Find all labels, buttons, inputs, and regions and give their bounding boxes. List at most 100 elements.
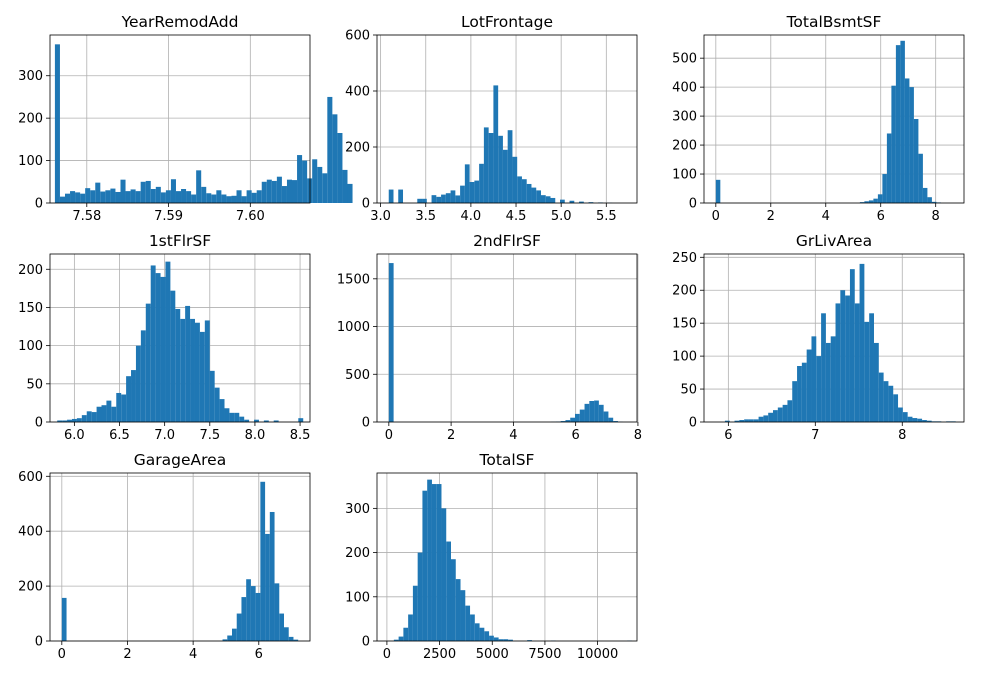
histogram-bar bbox=[297, 155, 303, 203]
x-tick-label: 6.5 bbox=[109, 428, 130, 443]
histogram-bar bbox=[196, 170, 202, 203]
histogram-bar bbox=[792, 381, 798, 422]
histogram-bar bbox=[130, 189, 136, 203]
histogram-bar bbox=[71, 418, 77, 422]
histogram-bar bbox=[393, 639, 399, 641]
y-tick-label: 50 bbox=[680, 383, 697, 398]
x-tick-label: 2500 bbox=[423, 647, 456, 662]
histogram-bar bbox=[244, 419, 250, 422]
histogram-bar bbox=[64, 193, 71, 203]
histogram-bar bbox=[560, 421, 566, 422]
y-tick-label: 200 bbox=[345, 141, 370, 156]
histogram-5: 6 7 8 0 50 100 150 200 250 GrLivArea bbox=[672, 232, 965, 443]
y-tick-label: 0 bbox=[362, 197, 370, 212]
histogram-bar bbox=[255, 592, 261, 641]
histogram-bar bbox=[388, 263, 394, 422]
histogram-bar bbox=[101, 405, 107, 422]
histogram-bar bbox=[199, 331, 205, 422]
histogram-bar bbox=[748, 419, 754, 422]
histogram-bar bbox=[209, 370, 215, 422]
histogram-bar bbox=[96, 406, 102, 422]
histogram-bar bbox=[825, 342, 831, 422]
histogram-bar bbox=[895, 45, 901, 203]
histogram-bar bbox=[508, 639, 513, 641]
histogram-bar bbox=[214, 387, 220, 422]
histogram-bar bbox=[412, 585, 418, 641]
histogram-bar bbox=[445, 193, 451, 203]
histogram-bar bbox=[830, 336, 836, 422]
histogram-bar bbox=[470, 614, 475, 641]
histogram-bar bbox=[869, 313, 874, 422]
y-tick-label: 400 bbox=[345, 85, 370, 100]
x-tick-label: 2 bbox=[447, 428, 455, 443]
histogram-bar bbox=[536, 190, 541, 203]
y-tick-label: 200 bbox=[18, 263, 43, 278]
histogram-bar bbox=[125, 191, 131, 203]
histogram-bar bbox=[246, 579, 251, 641]
histogram-bar bbox=[913, 119, 919, 203]
histogram-bar bbox=[724, 420, 730, 422]
histogram-bar bbox=[388, 189, 394, 203]
y-tick-label: 50 bbox=[26, 377, 43, 392]
y-tick-label: 100 bbox=[672, 168, 697, 183]
histogram-bar bbox=[105, 190, 111, 203]
histogram-7: 0 2500 5000 7500 10000 0 100 200 300 TotalSF bbox=[345, 451, 638, 662]
x-tick-label: 3.0 bbox=[370, 209, 391, 224]
plot-area bbox=[50, 35, 310, 203]
histogram-bar bbox=[276, 176, 282, 203]
subplot-title: YearRemodAdd bbox=[121, 13, 239, 31]
histogram-bar bbox=[160, 276, 166, 422]
histogram-bar bbox=[450, 190, 456, 203]
histogram-bar bbox=[739, 420, 745, 422]
histogram-bar bbox=[849, 269, 855, 422]
histogram-bar bbox=[613, 421, 618, 422]
histogram-bar bbox=[479, 627, 485, 641]
histogram-bar bbox=[579, 409, 585, 422]
histogram-bar bbox=[912, 418, 918, 422]
histogram-bar bbox=[787, 400, 793, 422]
axes-frame bbox=[703, 34, 965, 204]
histogram-bar bbox=[446, 541, 451, 641]
histogram-bar bbox=[191, 194, 197, 203]
histogram-bar bbox=[180, 318, 186, 422]
histogram-bar bbox=[236, 190, 242, 203]
histogram-bar bbox=[250, 586, 256, 641]
histogram-bar bbox=[115, 191, 121, 203]
histogram-bar bbox=[907, 416, 913, 422]
histogram-bar bbox=[256, 190, 262, 203]
y-tick-label: 100 bbox=[672, 350, 697, 365]
y-tick-label: 0 bbox=[35, 416, 43, 431]
subplot-title: GrLivArea bbox=[796, 232, 872, 250]
axes-frame bbox=[49, 472, 311, 642]
y-tick-label: 400 bbox=[672, 81, 697, 96]
y-tick-label: 500 bbox=[345, 368, 370, 383]
histogram-bar bbox=[574, 413, 580, 422]
histogram-bar bbox=[893, 394, 899, 422]
x-tick-label: 10000 bbox=[577, 647, 618, 662]
histogram-bar bbox=[150, 189, 156, 203]
histogram-bar bbox=[175, 308, 181, 422]
histogram-bar bbox=[265, 533, 270, 641]
histogram-bar bbox=[883, 381, 889, 422]
histogram-bar bbox=[758, 416, 764, 422]
histogram-bar bbox=[502, 149, 508, 203]
y-tick-label: 100 bbox=[345, 590, 370, 605]
histogram-bar bbox=[155, 273, 161, 422]
histogram-bar bbox=[347, 183, 353, 203]
histogram-bar bbox=[917, 418, 923, 422]
y-tick-label: 100 bbox=[18, 339, 43, 354]
x-tick-label: 2 bbox=[123, 647, 131, 662]
plot-area bbox=[377, 254, 637, 422]
histogram-bar bbox=[422, 198, 427, 203]
histogram-bar bbox=[503, 639, 509, 641]
histogram-bar bbox=[768, 412, 774, 422]
x-tick-label: 7500 bbox=[528, 647, 561, 662]
histogram-bar bbox=[75, 192, 81, 203]
histogram-bar bbox=[531, 187, 537, 203]
histogram-bar bbox=[90, 190, 96, 203]
histogram-bar bbox=[507, 130, 513, 203]
histogram-bar bbox=[488, 133, 494, 203]
histogram-6: 0 2 4 6 0 200 400 600 GarageArea bbox=[18, 451, 311, 662]
x-tick-label: 5.0 bbox=[551, 209, 572, 224]
histogram-bar bbox=[450, 559, 456, 641]
